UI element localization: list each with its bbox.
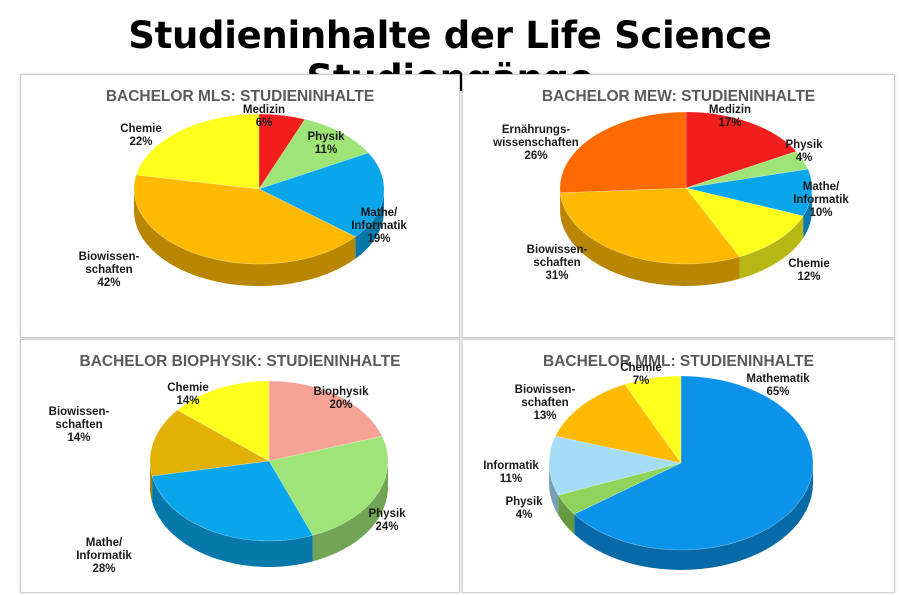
pie-side (560, 188, 812, 286)
pie-slice-0 (573, 375, 814, 551)
pie-slice-4 (624, 375, 682, 464)
slice-label: Mathe/Informatik 19% (351, 207, 407, 245)
pie-slice-3 (685, 187, 804, 258)
pie-slice-2 (685, 168, 813, 217)
chart-panel-mml: BACHELOR MML: STUDIENINHALTE Mathematik 6… (462, 339, 895, 593)
pie-slice-0 (268, 380, 383, 462)
pie-side-2 (549, 463, 559, 516)
slice-label: Mathe/Informatik 10% (793, 181, 849, 219)
pie-side-3 (150, 461, 153, 502)
pie-slice-4 (559, 187, 741, 265)
slice-label: Chemie 22% (120, 123, 162, 148)
slice-label: Medizin 6% (243, 104, 285, 129)
chart-title: BACHELOR BIOPHYSIK: STUDIENINHALTE (79, 353, 401, 370)
slice-label: Chemie 14% (167, 382, 209, 407)
pie-side (134, 189, 384, 286)
slice-label: Physik 4% (785, 139, 823, 164)
chart-panel-biophysik: BACHELOR BIOPHYSIK: STUDIENINHALTE Bioph… (20, 339, 460, 593)
slice-label: Biowissen-schaften 31% (527, 244, 588, 282)
pie-side-1 (558, 495, 575, 535)
pie-side-3 (739, 215, 804, 279)
slice-label: Physik 24% (368, 508, 406, 533)
pie-side-2 (803, 188, 812, 238)
pie-chart-mew: Medizin 17% Physik 4% Mathe/Informatik 10% Che… (492, 104, 849, 286)
pie-chart-mls: Medizin 6% Physik 11% Mathe/Informatik 19% Bio… (79, 104, 408, 289)
chart-title: BACHELOR MEW: STUDIENINHALTE (541, 88, 816, 105)
chart-title: BACHELOR MLS: STUDIENINHALTE (105, 88, 375, 105)
pie-side (549, 463, 813, 570)
pie-slice-3 (149, 409, 270, 477)
pie-slice-2 (151, 460, 314, 542)
slice-label: Biophysik 20% (314, 386, 370, 411)
pie-side (150, 461, 388, 567)
pie-side-3 (134, 189, 356, 286)
slice-label: Mathe/Informatik 28% (76, 537, 132, 575)
pie-slice-1 (557, 462, 682, 515)
pie-side-2 (355, 189, 384, 259)
slice-label: Mathematik 65% (746, 373, 810, 398)
slice-label: Physik 11% (307, 131, 345, 156)
pie-slice-1 (258, 118, 370, 190)
slice-label: Ernährungs-wissenschaften 26% (492, 124, 579, 162)
pie-side-1 (312, 461, 388, 562)
chart-panel-mls: BACHELOR MLS: STUDIENINHALTE Medizin 6% Ph… (20, 74, 460, 338)
pie-slice-1 (685, 151, 809, 189)
pie-slice-0 (258, 113, 306, 190)
pie-slice-4 (176, 380, 270, 462)
slice-label: Chemie 7% (620, 362, 662, 387)
slice-label: Chemie 12% (788, 258, 830, 283)
pie-slice-4 (135, 113, 260, 190)
slice-label: Biowissen-schaften 13% (515, 384, 576, 422)
pie-slice-0 (685, 111, 797, 189)
pie-chart-mml: Mathematik 65% Physik 4% Informatik 11% Biowis… (483, 362, 814, 570)
pie-side-2 (152, 475, 313, 567)
slice-label: Biowissen-schaften 42% (79, 251, 140, 289)
pie-slice-2 (258, 152, 385, 238)
chart-title: BACHELOR MML: STUDIENINHALTE (543, 353, 814, 370)
slice-label: Medizin 17% (709, 104, 751, 129)
pie-slice-1 (268, 435, 389, 536)
slice-label: Physik 4% (505, 496, 543, 521)
pie-slice-3 (555, 383, 682, 464)
pie-slice-5 (559, 111, 687, 194)
pie-side-0 (574, 463, 813, 570)
pie-slice-2 (548, 435, 682, 496)
slice-label: Biowissen-schaften 14% (49, 406, 110, 444)
pie-side-4 (560, 192, 740, 286)
slice-label: Informatik 11% (483, 460, 539, 485)
pie-chart-biophysik: Biophysik 20% Physik 24% Mathe/Informatik 28%… (49, 380, 406, 575)
pie-slice-3 (133, 174, 356, 265)
chart-panel-mew: BACHELOR MEW: STUDIENINHALTE Medizin 17% P… (462, 74, 895, 338)
